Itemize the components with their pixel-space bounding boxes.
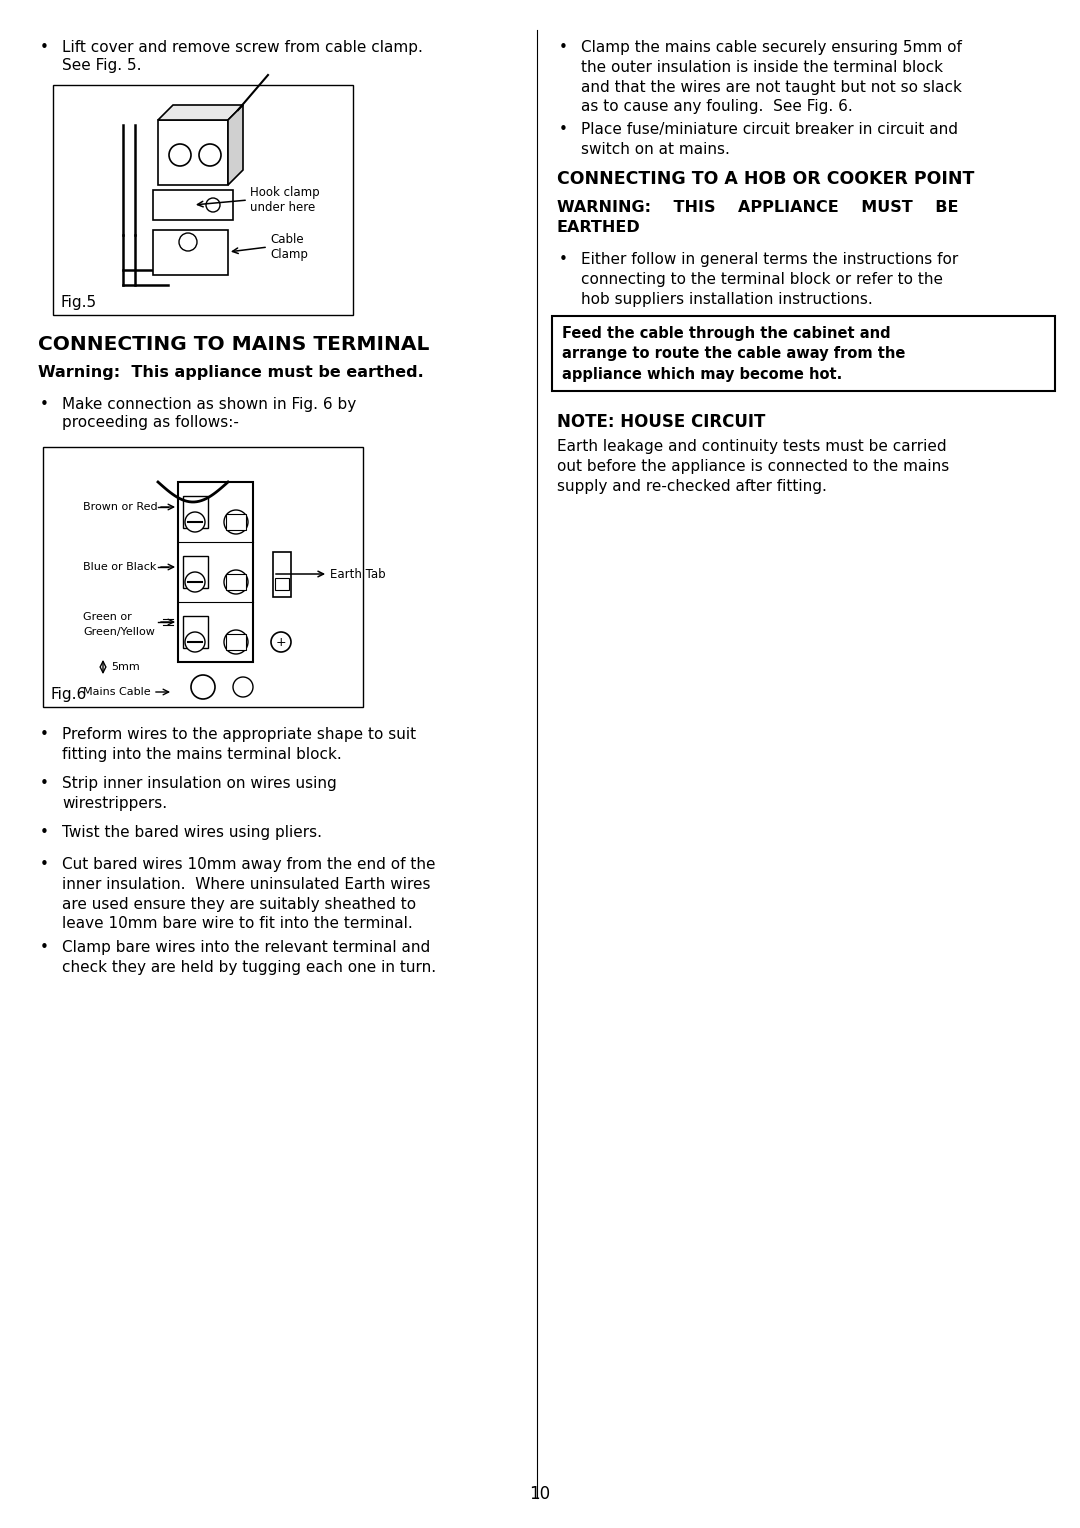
Bar xyxy=(275,578,289,590)
Text: Feed the cable through the cabinet and
arrange to route the cable away from the
: Feed the cable through the cabinet and a… xyxy=(562,325,905,382)
Text: Twist the bared wires using pliers.: Twist the bared wires using pliers. xyxy=(62,825,322,840)
Text: Make connection as shown in Fig. 6 by: Make connection as shown in Fig. 6 by xyxy=(62,397,356,413)
Text: Mains Cable: Mains Cable xyxy=(83,688,150,697)
Text: Preform wires to the appropriate shape to suit
fitting into the mains terminal b: Preform wires to the appropriate shape t… xyxy=(62,727,416,762)
Circle shape xyxy=(271,633,291,652)
Text: Fig.6: Fig.6 xyxy=(51,688,87,701)
Circle shape xyxy=(185,571,205,591)
Text: Place fuse/miniature circuit breaker in circuit and
switch on at mains.: Place fuse/miniature circuit breaker in … xyxy=(581,122,958,157)
Text: Hook clamp
under here: Hook clamp under here xyxy=(249,186,320,214)
Bar xyxy=(178,481,253,662)
Text: •: • xyxy=(40,727,49,743)
Bar xyxy=(226,634,246,649)
Bar xyxy=(183,616,208,648)
Circle shape xyxy=(224,570,248,594)
Bar xyxy=(153,189,233,220)
Bar xyxy=(226,575,246,590)
Text: proceeding as follows:-: proceeding as follows:- xyxy=(62,416,239,429)
Circle shape xyxy=(185,633,205,652)
Text: Either follow in general terms the instructions for
connecting to the terminal b: Either follow in general terms the instr… xyxy=(581,252,958,307)
Text: WARNING:    THIS    APPLIANCE    MUST    BE
EARTHED: WARNING: THIS APPLIANCE MUST BE EARTHED xyxy=(557,200,959,235)
Circle shape xyxy=(168,144,191,167)
Text: •: • xyxy=(40,776,49,792)
Text: •: • xyxy=(40,40,49,55)
Text: Earth Tab: Earth Tab xyxy=(330,567,386,581)
Text: Strip inner insulation on wires using
wirestrippers.: Strip inner insulation on wires using wi… xyxy=(62,776,337,811)
Text: Cut bared wires 10mm away from the end of the
inner insulation.  Where uninsulat: Cut bared wires 10mm away from the end o… xyxy=(62,857,435,932)
Text: Clamp the mains cable securely ensuring 5mm of
the outer insulation is inside th: Clamp the mains cable securely ensuring … xyxy=(581,40,962,115)
Bar xyxy=(183,556,208,588)
Polygon shape xyxy=(228,105,243,185)
Text: CONNECTING TO A HOB OR COOKER POINT: CONNECTING TO A HOB OR COOKER POINT xyxy=(557,170,974,188)
Text: •: • xyxy=(559,40,568,55)
Bar xyxy=(273,552,291,597)
Bar xyxy=(43,448,363,707)
Bar xyxy=(226,513,246,530)
Bar xyxy=(552,316,1055,391)
Text: See Fig. 5.: See Fig. 5. xyxy=(62,58,141,73)
Circle shape xyxy=(191,675,215,698)
Circle shape xyxy=(179,232,197,251)
Text: •: • xyxy=(559,122,568,138)
Text: Clamp bare wires into the relevant terminal and
check they are held by tugging e: Clamp bare wires into the relevant termi… xyxy=(62,940,436,975)
Text: •: • xyxy=(559,252,568,267)
Circle shape xyxy=(185,512,205,532)
Text: •: • xyxy=(40,857,49,872)
Bar xyxy=(53,86,353,315)
Text: •: • xyxy=(40,397,49,413)
Bar xyxy=(153,231,228,275)
Text: +: + xyxy=(275,636,286,648)
Circle shape xyxy=(199,144,221,167)
Text: 10: 10 xyxy=(529,1485,551,1504)
Circle shape xyxy=(224,630,248,654)
Text: Warning:  This appliance must be earthed.: Warning: This appliance must be earthed. xyxy=(38,365,423,380)
Text: 5mm: 5mm xyxy=(111,662,139,672)
Polygon shape xyxy=(158,105,243,121)
Bar xyxy=(183,497,208,529)
Text: Cable
Clamp: Cable Clamp xyxy=(270,232,308,261)
Text: •: • xyxy=(40,940,49,955)
Text: CONNECTING TO MAINS TERMINAL: CONNECTING TO MAINS TERMINAL xyxy=(38,335,430,354)
Text: Green/Yellow: Green/Yellow xyxy=(83,626,154,637)
Circle shape xyxy=(224,510,248,533)
Text: Blue or Black: Blue or Black xyxy=(83,562,157,571)
Circle shape xyxy=(233,677,253,697)
Text: •: • xyxy=(40,825,49,840)
Text: Fig.5: Fig.5 xyxy=(60,295,97,310)
Bar xyxy=(158,121,228,185)
Text: Brown or Red: Brown or Red xyxy=(83,503,158,512)
Text: Lift cover and remove screw from cable clamp.: Lift cover and remove screw from cable c… xyxy=(62,40,423,55)
Text: Green or: Green or xyxy=(83,613,132,622)
Circle shape xyxy=(206,199,220,212)
Text: NOTE: HOUSE CIRCUIT: NOTE: HOUSE CIRCUIT xyxy=(557,413,766,431)
Text: Earth leakage and continuity tests must be carried
out before the appliance is c: Earth leakage and continuity tests must … xyxy=(557,439,949,494)
